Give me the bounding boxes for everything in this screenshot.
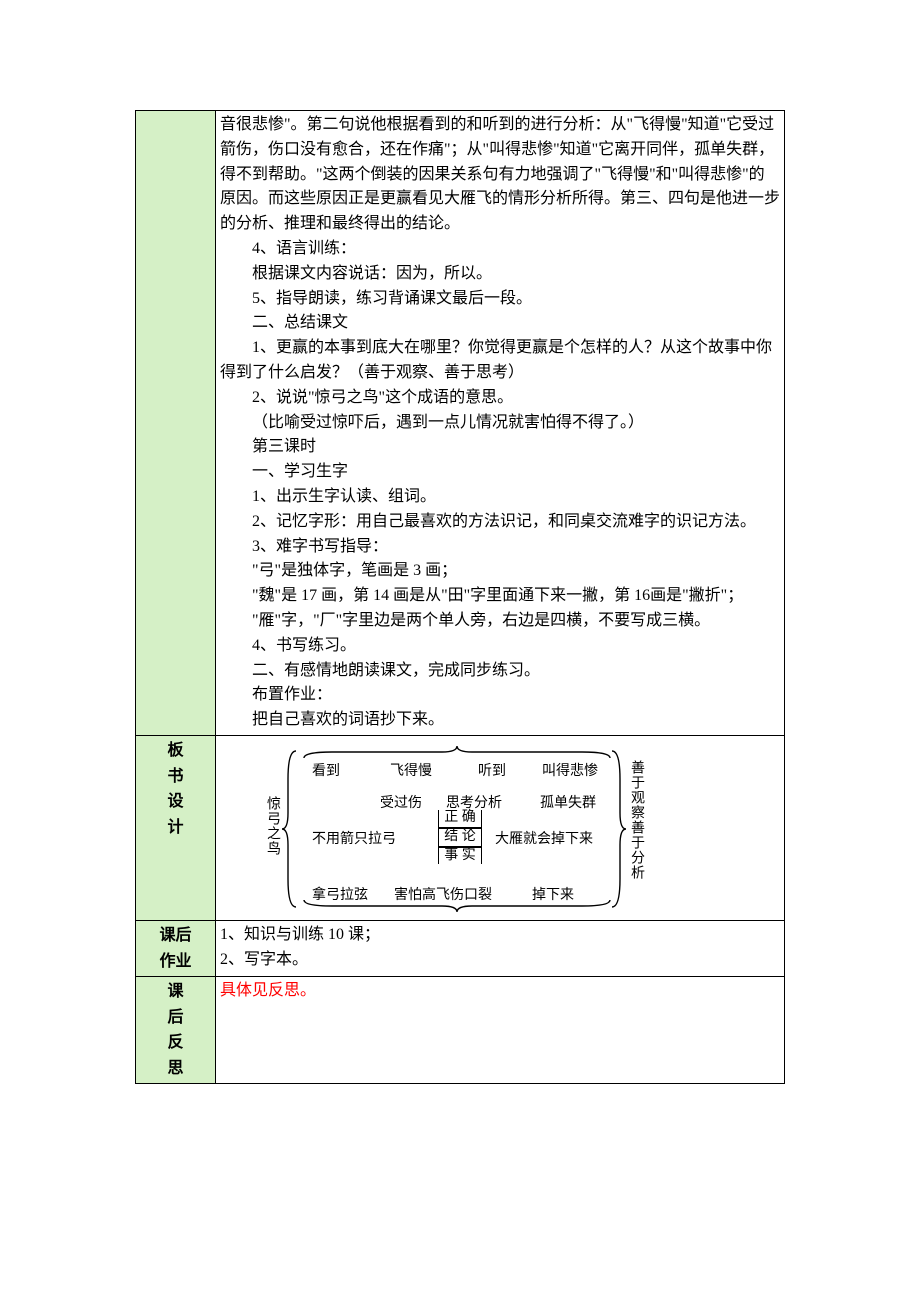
diagram-cell: 受过伤 bbox=[380, 792, 422, 812]
diagram-cell: 思考分析 bbox=[446, 792, 502, 812]
teaching-p: 1、出示生字认读、组词。 bbox=[220, 485, 780, 510]
diagram-cell: 看到 bbox=[312, 760, 340, 780]
teaching-p: 二、总结课文 bbox=[220, 311, 780, 336]
teaching-p: 第三课时 bbox=[220, 435, 780, 460]
teaching-p: "弓"是独体字，笔画是 3 画； bbox=[220, 559, 780, 584]
top-brace-icon bbox=[302, 746, 612, 760]
board-diagram: 惊弓之鸟 善于观察善于分析 看到 飞 bbox=[260, 744, 648, 914]
right-brace-icon bbox=[610, 749, 626, 909]
content-homework: 1、知识与训练 10 课； 2、写字本。 bbox=[216, 920, 785, 976]
homework-line: 1、知识与训练 10 课； bbox=[220, 923, 780, 948]
diagram-center-line: 正 确 bbox=[439, 810, 481, 828]
content-teaching: 音很悲惨"。第二句说他根据看到的和听到的进行分析：从"飞得慢"知道"它受过箭伤，… bbox=[216, 111, 785, 736]
teaching-p: 音很悲惨"。第二句说他根据看到的和听到的进行分析：从"飞得慢"知道"它受过箭伤，… bbox=[220, 113, 780, 237]
diagram-right-title: 善于观察善于分析 bbox=[626, 760, 646, 880]
diagram-left-title: 惊弓之鸟 bbox=[262, 796, 282, 856]
content-board: 惊弓之鸟 善于观察善于分析 看到 飞 bbox=[216, 735, 785, 920]
label-reflection-text: 课后反思 bbox=[140, 979, 211, 1081]
teaching-p: 3、难字书写指导： bbox=[220, 535, 780, 560]
row-reflection: 课后反思 具体见反思。 bbox=[136, 977, 785, 1084]
diagram-cell: 不用箭只拉弓 bbox=[312, 828, 396, 848]
teaching-p: 把自己喜欢的词语抄下来。 bbox=[220, 708, 780, 733]
left-brace-icon bbox=[282, 749, 298, 909]
label-reflection: 课后反思 bbox=[136, 977, 216, 1084]
label-board: 板书设计 bbox=[136, 735, 216, 920]
teaching-p: 二、有感情地朗读课文，完成同步练习。 bbox=[220, 659, 780, 684]
teaching-p: 5、指导朗读，练习背诵课文最后一段。 bbox=[220, 287, 780, 312]
row-teaching: 音很悲惨"。第二句说他根据看到的和听到的进行分析：从"飞得慢"知道"它受过箭伤，… bbox=[136, 111, 785, 736]
reflection-text: 具体见反思。 bbox=[220, 979, 780, 1004]
teaching-p: （比喻受过惊吓后，遇到一点儿情况就害怕得不得了。） bbox=[220, 411, 780, 436]
row-board: 板书设计 惊弓之鸟 善于观察善于分析 bbox=[136, 735, 785, 920]
diagram-cell: 听到 bbox=[478, 760, 506, 780]
content-reflection: 具体见反思。 bbox=[216, 977, 785, 1084]
page: 音很悲惨"。第二句说他根据看到的和听到的进行分析：从"飞得慢"知道"它受过箭伤，… bbox=[0, 0, 920, 1302]
teaching-p: 2、说说"惊弓之鸟"这个成语的意思。 bbox=[220, 386, 780, 411]
diagram-cell: 拿弓拉弦 bbox=[312, 884, 368, 904]
label-homework-text: 课后作业 bbox=[140, 923, 211, 974]
teaching-p: 1、更赢的本事到底大在哪里？你觉得更赢是个怎样的人？从这个故事中你得到了什么启发… bbox=[220, 336, 780, 386]
diagram-center-line: 事 实 bbox=[439, 847, 481, 865]
homework-lines: 1、知识与训练 10 课； 2、写字本。 bbox=[220, 923, 780, 973]
teaching-p: 4、语言训练： bbox=[220, 237, 780, 262]
teaching-p: 4、书写练习。 bbox=[220, 634, 780, 659]
row-homework: 课后作业 1、知识与训练 10 课； 2、写字本。 bbox=[136, 920, 785, 976]
teaching-p: "魏"是 17 画，第 14 画是从"田"字里面通下来一撇，第 16画是"撇折"… bbox=[220, 584, 780, 609]
label-teaching bbox=[136, 111, 216, 736]
homework-line: 2、写字本。 bbox=[220, 948, 780, 973]
reflection-body: 具体见反思。 bbox=[220, 979, 780, 1004]
teaching-p: 布置作业： bbox=[220, 683, 780, 708]
teaching-p: 一、学习生字 bbox=[220, 460, 780, 485]
lesson-plan-table: 音很悲惨"。第二句说他根据看到的和听到的进行分析：从"飞得慢"知道"它受过箭伤，… bbox=[135, 110, 785, 1084]
teaching-p: "雁"字，"厂"字里边是两个单人旁，右边是四横，不要写成三横。 bbox=[220, 609, 780, 634]
teaching-paragraphs: 音很悲惨"。第二句说他根据看到的和听到的进行分析：从"飞得慢"知道"它受过箭伤，… bbox=[220, 113, 780, 733]
diagram-cell: 飞得慢 bbox=[390, 760, 432, 780]
teaching-p: 根据课文内容说话：因为，所以。 bbox=[220, 262, 780, 287]
diagram-center-line: 结 论 bbox=[439, 828, 481, 847]
teaching-p: 2、记忆字形：用自己最喜欢的方法识记，和同桌交流难字的识记方法。 bbox=[220, 510, 780, 535]
diagram-cell: 孤单失群 bbox=[540, 792, 596, 812]
diagram-cell: 掉下来 bbox=[532, 884, 574, 904]
diagram-cell: 叫得悲惨 bbox=[542, 760, 598, 780]
label-homework: 课后作业 bbox=[136, 920, 216, 976]
diagram-cell: 害怕高飞伤口裂 bbox=[394, 884, 492, 904]
diagram-center-box: 正 确 结 论 事 实 bbox=[438, 810, 482, 864]
diagram-cell: 大雁就会掉下来 bbox=[495, 828, 593, 848]
label-board-text: 板书设计 bbox=[140, 738, 211, 840]
